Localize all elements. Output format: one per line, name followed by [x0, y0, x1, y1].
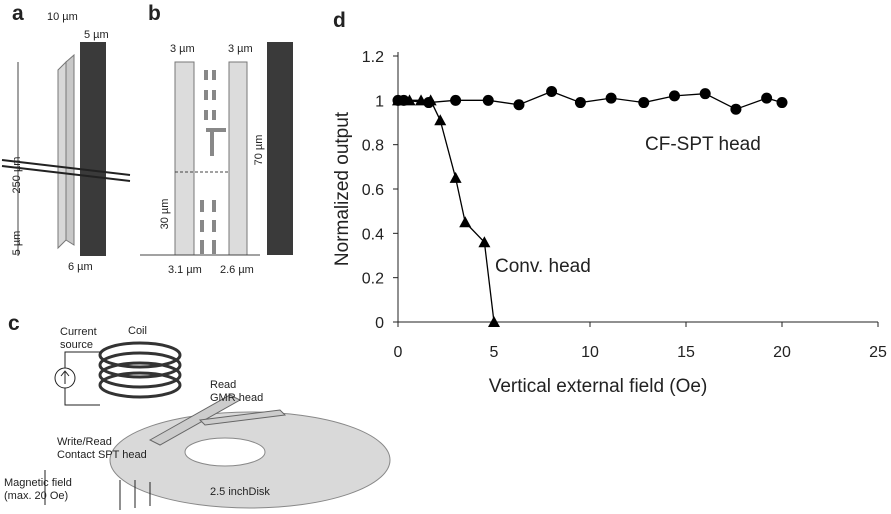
slider — [148, 394, 242, 446]
coil-pattern — [200, 70, 226, 254]
pole — [174, 61, 195, 256]
marker — [605, 92, 617, 104]
marker — [668, 90, 680, 102]
panel-label: d — [333, 9, 346, 32]
pole — [65, 53, 75, 246]
marker — [513, 99, 525, 111]
y-tick-label: 1.2 — [362, 49, 384, 66]
marker — [638, 97, 650, 109]
marker — [459, 216, 472, 228]
pole — [228, 61, 248, 256]
shield — [80, 42, 106, 256]
y-tick-label: 0.4 — [362, 226, 384, 243]
label: 2.5 inchDisk — [210, 486, 270, 498]
y-tick-label: 0.2 — [362, 271, 384, 288]
marker — [392, 94, 404, 106]
wire — [60, 351, 100, 406]
marker — [488, 316, 500, 327]
marker — [482, 94, 494, 106]
marker — [449, 171, 462, 183]
y-tick-label: 0 — [375, 315, 384, 332]
dim-label: 2.6 µm — [220, 264, 254, 276]
panel-label: a — [12, 2, 24, 25]
label: Magnetic field — [4, 477, 72, 489]
series-label: Conv. head — [495, 256, 591, 277]
marker — [434, 114, 447, 126]
panel-b: b 3 µm 3 µm 70 µm 30 µm 3.1 µm 2.6 µm — [140, 2, 293, 276]
dim-label: 6 µm — [68, 261, 93, 273]
x-tick-label: 20 — [773, 344, 791, 361]
label: GMR head — [210, 392, 263, 404]
marker — [574, 97, 586, 109]
series-line — [398, 99, 495, 323]
marker — [424, 94, 437, 106]
break — [1, 165, 131, 182]
marker — [403, 94, 416, 106]
x-tick-label: 15 — [677, 344, 695, 361]
dim-label: 5 µm — [11, 231, 23, 256]
label: Current — [60, 326, 97, 338]
label: source — [60, 339, 93, 351]
panel-label: c — [8, 312, 20, 335]
shield — [267, 42, 293, 255]
marker — [478, 236, 491, 248]
x-tick-label: 10 — [581, 344, 599, 361]
x-tick-label: 0 — [394, 344, 403, 361]
dim-label: 5 µm — [84, 29, 109, 41]
break — [1, 159, 131, 176]
dim-label: 250 µm — [11, 157, 23, 194]
marker — [546, 85, 558, 97]
disk-hole — [184, 437, 266, 467]
read-head — [198, 409, 287, 426]
series-label: CF-SPT head — [645, 134, 761, 155]
x-axis-title: Vertical external field (Oe) — [489, 376, 708, 397]
marker — [730, 103, 742, 115]
dim-label: 70 µm — [253, 135, 265, 166]
field-arrow — [44, 470, 151, 510]
label: Coil — [128, 325, 147, 337]
y-axis-title: Normalized output — [332, 111, 353, 266]
label: Read — [210, 379, 236, 391]
panel-a: a 10 µm 5 µm 250 µm 5 µm 6 µm — [1, 2, 131, 273]
marker — [450, 94, 462, 106]
panel-c: c Current source Coil Read GMR head Writ… — [4, 312, 391, 510]
dim-label: 3 µm — [170, 43, 195, 55]
x-tick-label: 5 — [490, 344, 499, 361]
marker — [776, 97, 788, 109]
chart: 0 0.2 0.4 0.6 0.8 1 1.2 0 5 10 15 20 25 Vertical exte… — [332, 49, 887, 397]
label: (max. 20 Oe) — [4, 490, 68, 502]
marker — [699, 88, 711, 100]
x-tick-label: 25 — [869, 344, 887, 361]
marker — [761, 92, 773, 104]
y-tick-label: 1 — [375, 93, 384, 110]
label: Write/Read — [57, 436, 112, 448]
label: Contact SPT head — [57, 449, 147, 461]
y-tick-label: 0.6 — [362, 182, 384, 199]
pole — [57, 60, 67, 250]
dim-label: 3.1 µm — [168, 264, 202, 276]
dim-label: 3 µm — [228, 43, 253, 55]
coil — [98, 341, 182, 399]
dim-label: 30 µm — [159, 199, 171, 230]
panel-label: b — [148, 2, 161, 25]
dim-label: 10 µm — [47, 11, 78, 23]
marker — [415, 94, 428, 106]
y-tick-label: 0.8 — [362, 138, 384, 155]
